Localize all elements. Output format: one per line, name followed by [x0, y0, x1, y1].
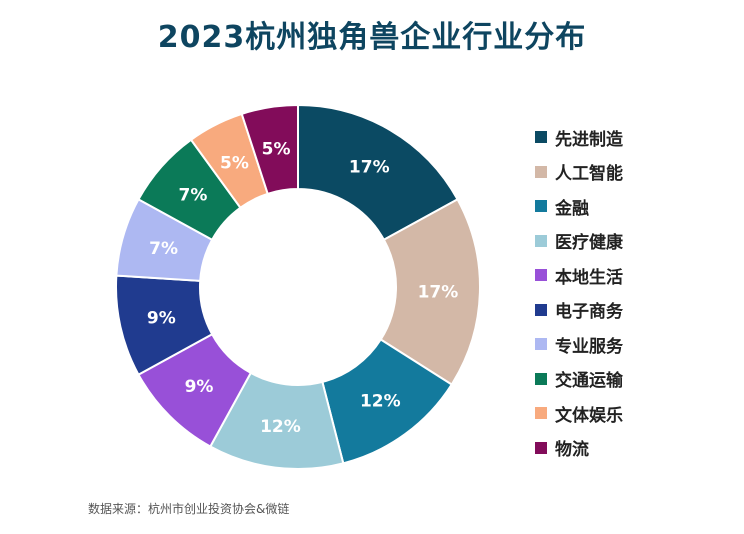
- legend-item-7: 专业服务: [535, 327, 623, 362]
- legend-item-9: 文体娱乐: [535, 396, 623, 431]
- legend-swatch: [535, 165, 547, 178]
- legend-label: 本地生活: [555, 267, 623, 288]
- slice-label-1: 17%: [349, 157, 390, 177]
- slice-label-10: 5%: [262, 140, 291, 160]
- slice-label-5: 9%: [185, 377, 214, 397]
- legend-item-6: 电子商务: [535, 293, 623, 328]
- legend-item-10: 物流: [535, 431, 623, 466]
- slice-2: [379, 197, 481, 386]
- legend-label: 文体娱乐: [555, 405, 623, 426]
- legend-label: 专业服务: [555, 336, 623, 357]
- legend: 先进制造人工智能金融医疗健康本地生活电子商务专业服务交通运输文体娱乐物流: [535, 120, 623, 465]
- slice-1: [297, 103, 459, 242]
- legend-swatch: [535, 407, 547, 420]
- legend-label: 交通运输: [555, 371, 623, 392]
- legend-swatch: [535, 200, 547, 213]
- slice-label-8: 7%: [179, 185, 208, 205]
- slice-label-4: 12%: [260, 417, 301, 437]
- legend-item-8: 交通运输: [535, 362, 623, 397]
- legend-label: 电子商务: [555, 302, 623, 323]
- legend-swatch: [535, 234, 547, 247]
- slice-label-3: 12%: [360, 391, 401, 411]
- slice-label-2: 17%: [418, 282, 459, 302]
- source-note: 数据来源：杭州市创业投资协会&微链: [88, 502, 290, 516]
- legend-label: 医疗健康: [555, 233, 623, 254]
- legend-swatch: [535, 441, 547, 454]
- legend-item-4: 医疗健康: [535, 224, 623, 259]
- slice-label-7: 7%: [149, 239, 178, 259]
- slice-label-9: 5%: [220, 153, 249, 173]
- legend-swatch: [535, 303, 547, 316]
- legend-label: 物流: [555, 440, 589, 461]
- legend-item-3: 金融: [535, 189, 623, 224]
- legend-item-1: 先进制造: [535, 120, 623, 155]
- legend-swatch: [535, 131, 547, 144]
- legend-swatch: [535, 338, 547, 351]
- legend-label: 人工智能: [555, 164, 623, 185]
- slice-10: [240, 103, 299, 196]
- legend-label: 金融: [555, 198, 589, 219]
- slice-label-6: 9%: [147, 309, 176, 329]
- legend-label: 先进制造: [555, 129, 623, 150]
- legend-item-2: 人工智能: [535, 155, 623, 190]
- chart-title: 2023杭州独角兽企业行业分布: [157, 20, 587, 55]
- legend-item-5: 本地生活: [535, 258, 623, 293]
- legend-swatch: [535, 372, 547, 385]
- legend-swatch: [535, 269, 547, 282]
